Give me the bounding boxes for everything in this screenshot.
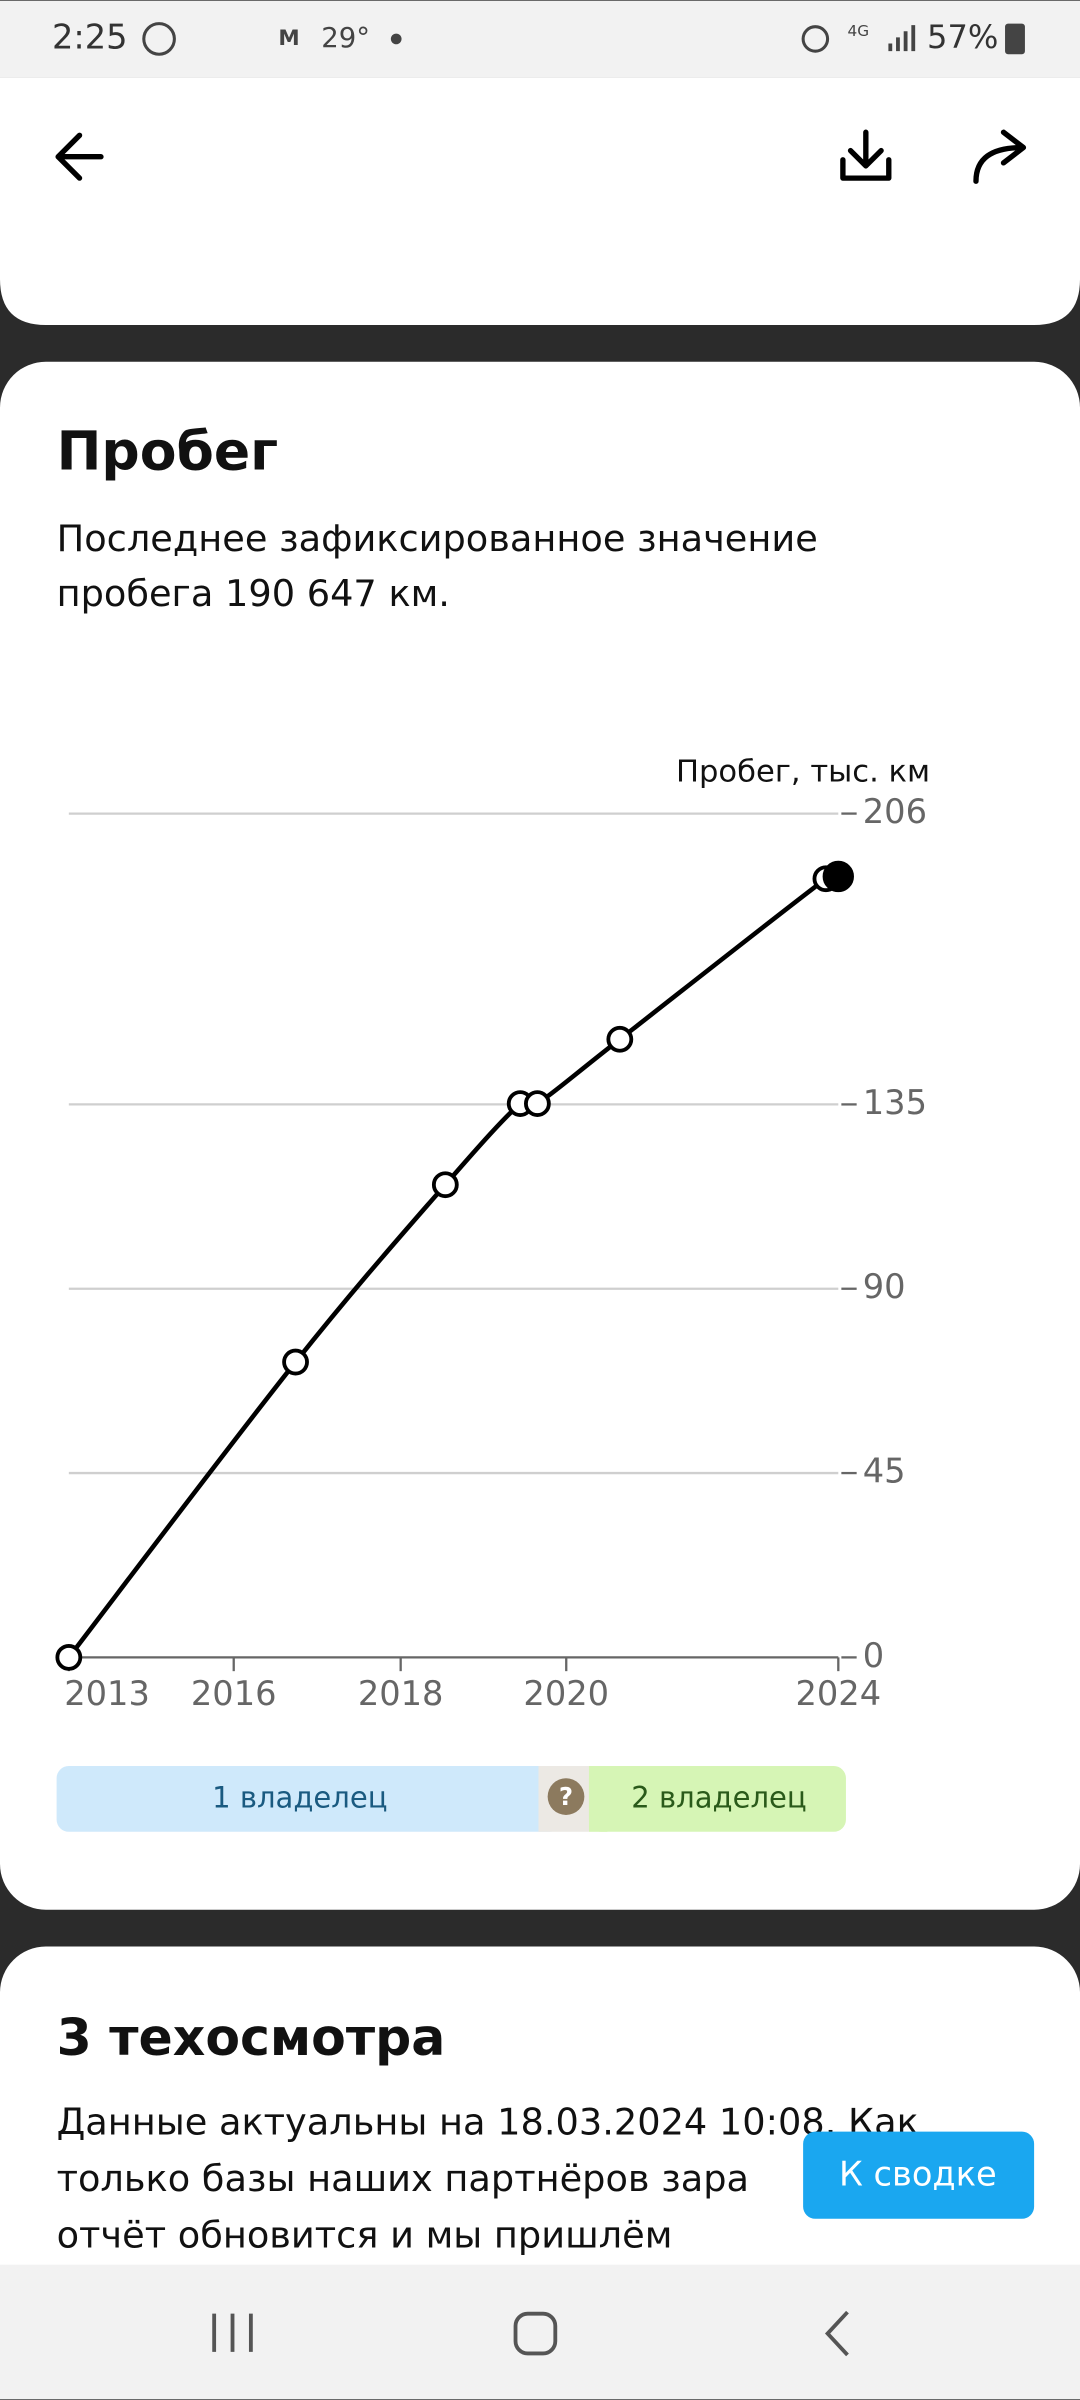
x-tick-label: 2024 [795, 1674, 881, 1713]
y-tick-label: 206 [863, 792, 927, 831]
data-point [606, 1025, 634, 1053]
owner-segment [588, 1766, 846, 1832]
status-bar [0, 0, 1080, 78]
status-battery: 57% [927, 18, 998, 56]
y-axis-title: Пробег, тыс. км [676, 755, 930, 790]
back-button[interactable] [55, 132, 104, 181]
data-point [55, 1644, 83, 1671]
x-tick-label: 2013 [64, 1674, 150, 1713]
nav-bar [0, 2264, 1080, 2400]
owner-label: 2 владелец [631, 1781, 806, 1815]
chart: Пробег, тыс. км 0 45 90 135 206 2013 2016 2018 2… [55, 755, 930, 1713]
card-title: 3 техосмотра [57, 2008, 446, 2067]
y-tick-label: 45 [863, 1452, 906, 1491]
owner-segment [588, 1766, 608, 1832]
summary-button[interactable]: К сводке [803, 2131, 1035, 2219]
signal-icon [888, 25, 916, 52]
status-network: 4G [847, 22, 869, 40]
recents-button[interactable] [212, 2313, 253, 2352]
data-point [431, 1171, 459, 1199]
unknown-label: ? [559, 1782, 573, 1811]
button-background[interactable] [803, 2131, 1035, 2219]
x-tick-label: 2020 [523, 1674, 609, 1713]
card-description: пробега 190 647 км. [57, 572, 450, 615]
header [0, 77, 1080, 325]
button-label[interactable]: К сводке [839, 2154, 997, 2193]
nav-back-button[interactable] [824, 2310, 849, 2357]
owner-segment [56, 1766, 562, 1832]
home-button[interactable] [513, 2311, 558, 2356]
data-point [822, 860, 854, 893]
inspection-card [0, 1946, 1080, 2345]
share-button[interactable] [973, 129, 1027, 184]
y-tick-label: 90 [863, 1267, 906, 1306]
y-tick-label: 135 [863, 1083, 927, 1122]
status-time: 2:25 [52, 17, 128, 56]
x-tick-label: 2018 [358, 1674, 444, 1713]
x-tick-label: 2016 [191, 1674, 277, 1713]
status-icon: M [278, 26, 299, 51]
status-icon [142, 22, 176, 56]
battery-icon [1005, 23, 1025, 55]
alarm-icon [801, 25, 830, 53]
card-description: только базы наших партнёров зара [57, 2157, 749, 2200]
card-description: Последнее зафиксированное значение [57, 517, 818, 560]
mileage-card [0, 361, 1080, 1910]
data-point [282, 1348, 309, 1376]
y-tick-label: 0 [863, 1636, 884, 1675]
owner-label: 1 владелец [212, 1781, 387, 1815]
data-point [524, 1090, 551, 1117]
download-button[interactable] [840, 129, 892, 181]
card-description: Данные актуальны на 18.03.2024 10:08. Ка… [57, 2100, 919, 2143]
status-dot [390, 33, 402, 45]
status-temperature: 29° [321, 22, 370, 54]
unknown-icon [547, 1778, 585, 1815]
card-description: отчёт обновится и мы пришлём [57, 2214, 673, 2257]
card-title: Пробег [57, 420, 279, 483]
